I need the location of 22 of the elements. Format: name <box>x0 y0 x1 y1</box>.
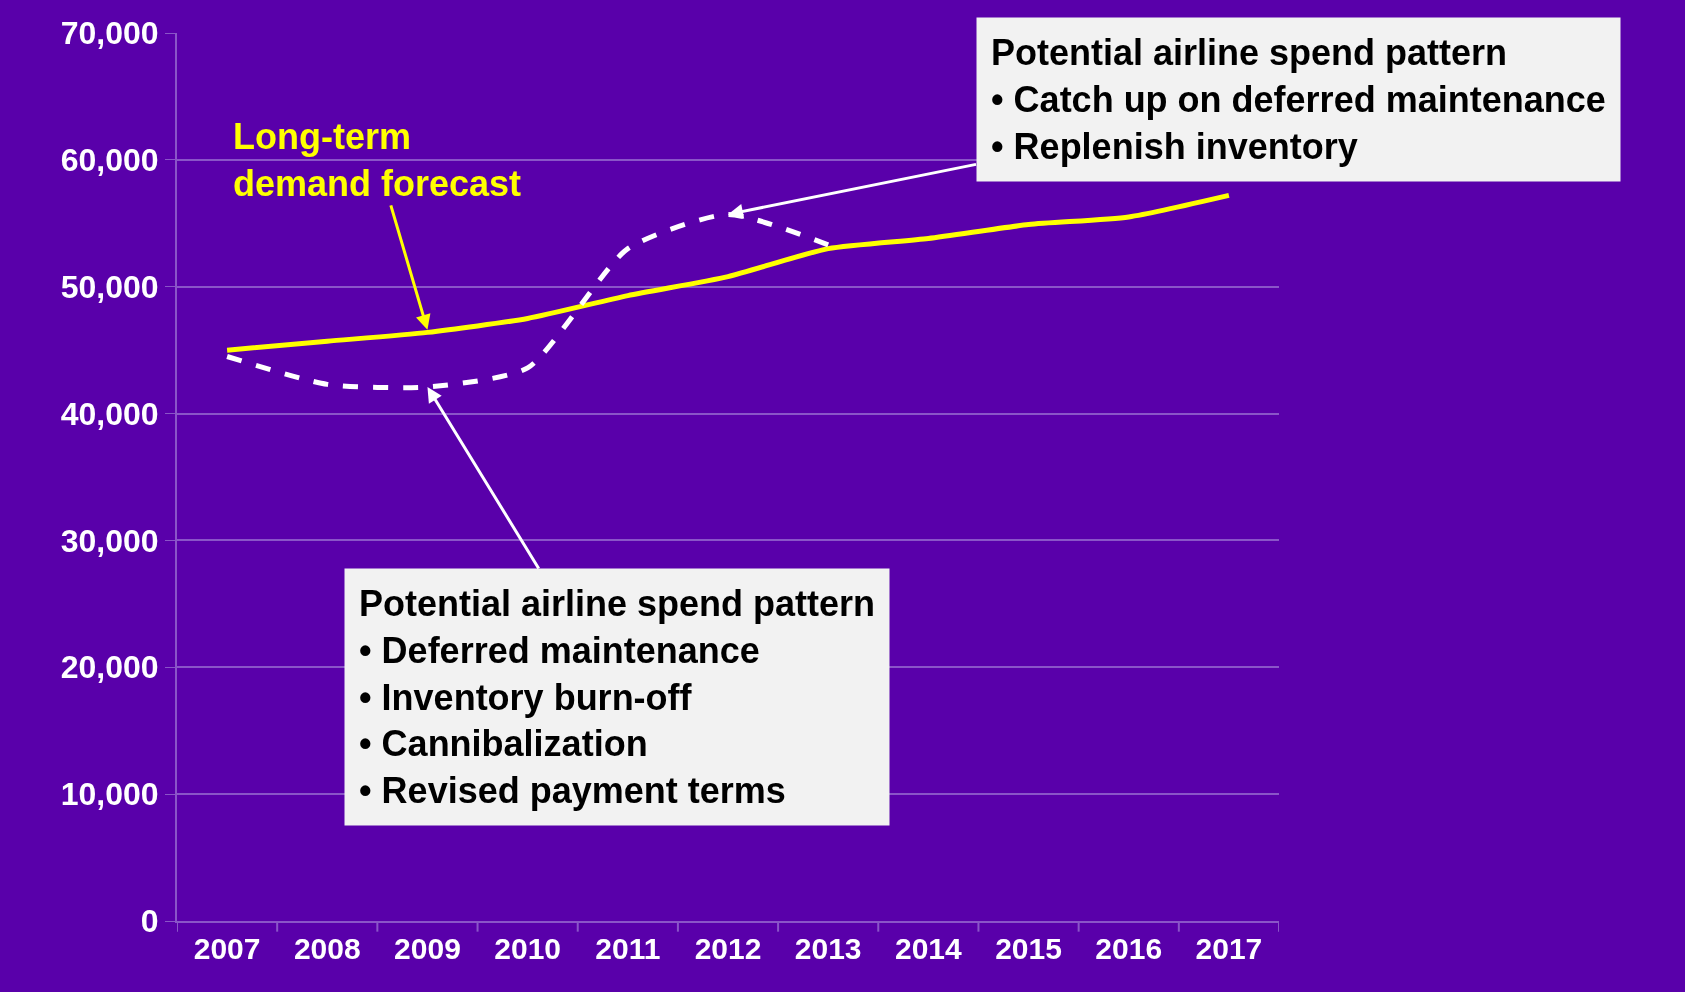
x-tick-label: 2014 <box>894 932 963 965</box>
x-tick-label: 2016 <box>1095 932 1163 965</box>
x-tick-label: 2009 <box>394 932 461 965</box>
y-tick-label: 60,000 <box>60 142 159 179</box>
y-tick-label: 20,000 <box>60 649 159 686</box>
y-tick-label: 50,000 <box>60 268 159 305</box>
y-tick-label: 0 <box>140 903 159 940</box>
x-tick-label: 2013 <box>794 932 862 965</box>
y-tick-label: 70,000 <box>60 15 159 52</box>
x-tick-label: 2012 <box>694 932 762 965</box>
x-tick-label: 2017 <box>1195 932 1263 965</box>
y-tick-label: 40,000 <box>60 395 159 432</box>
x-tick-label: 2008 <box>293 932 361 965</box>
x-tick-label: 2011 <box>595 932 661 965</box>
y-tick-label: 30,000 <box>60 522 159 559</box>
annotation: Potential airline spend pattern • Deferred maintenance • Inventory burn-off • Cannibalization • Revised payment terms <box>359 583 876 812</box>
x-tick-label: 2007 <box>193 932 261 965</box>
annotation: Potential airline spend pattern • Catch up on deferred maintenance • Replenish inventory <box>991 32 1606 167</box>
y-tick-label: 10,000 <box>60 776 159 813</box>
x-tick-label: 2010 <box>494 932 562 965</box>
x-tick-label: 2015 <box>995 932 1062 965</box>
annotation: Long-term demand forecast <box>233 116 522 204</box>
